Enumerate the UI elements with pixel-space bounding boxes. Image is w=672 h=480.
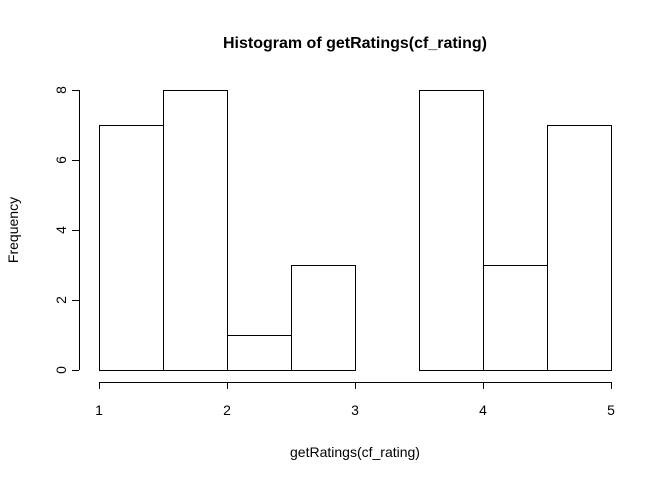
- y-tick-label: 4: [53, 226, 69, 234]
- x-tick-label: 2: [223, 402, 231, 418]
- histogram-bar-6: [419, 90, 484, 371]
- y-tick-label: 2: [53, 296, 69, 304]
- x-axis: 1 2 3 4 5: [95, 382, 615, 418]
- y-tick-label: 6: [53, 156, 69, 164]
- histogram-bar-2: [163, 90, 228, 371]
- histogram-bar-1: [99, 125, 164, 371]
- y-axis: 0 2 4 6 8: [53, 86, 80, 374]
- y-tick-label: 0: [53, 366, 69, 374]
- x-tick-label: 4: [479, 402, 487, 418]
- bars-group: [99, 90, 612, 371]
- x-tick-label: 1: [95, 402, 103, 418]
- x-tick-label: 5: [607, 402, 615, 418]
- histogram-bar-3: [227, 335, 292, 371]
- chart-title: Histogram of getRatings(cf_rating): [223, 35, 487, 52]
- histogram-bar-8: [547, 125, 612, 371]
- histogram-bar-4: [291, 265, 356, 371]
- x-tick-label: 3: [351, 402, 359, 418]
- histogram-bar-7: [483, 265, 548, 371]
- x-axis-label: getRatings(cf_rating): [290, 444, 420, 460]
- y-axis-label: Frequency: [5, 197, 21, 263]
- y-tick-label: 8: [53, 86, 69, 94]
